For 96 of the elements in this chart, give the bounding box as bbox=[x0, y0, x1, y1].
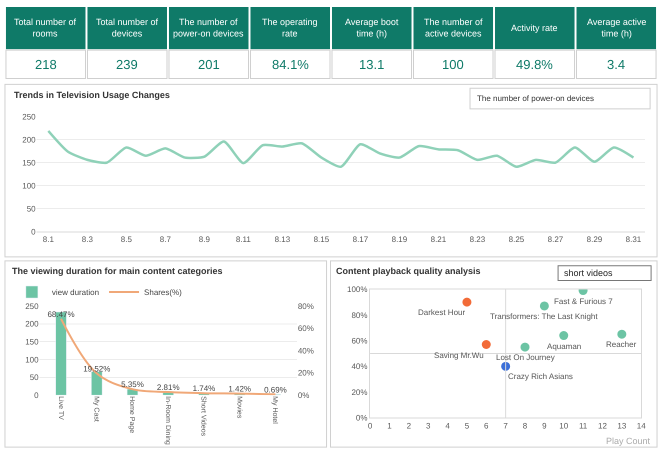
category-label: The number of power-on devices bbox=[173, 17, 244, 39]
annotation: Lost On Journey bbox=[496, 353, 555, 362]
y-tick-label: 20% bbox=[351, 388, 368, 397]
category-label: Total number of devices bbox=[96, 17, 159, 39]
y-tick-label: 60% bbox=[351, 336, 368, 346]
line-series bbox=[47, 130, 635, 168]
y-tick-label: 100% bbox=[347, 285, 368, 294]
text: 84.1% bbox=[272, 57, 309, 72]
x-tick-label: 8.13 bbox=[274, 235, 291, 244]
y-tick-label: 200 bbox=[25, 320, 40, 329]
category-label: Average active time (h) bbox=[587, 17, 646, 39]
x-tick-label: 8.27 bbox=[548, 235, 564, 244]
x-tick-label: 14 bbox=[636, 421, 646, 430]
x-tick-label: 10 bbox=[559, 421, 569, 430]
annotation: Fast & Furious 7 bbox=[554, 297, 614, 306]
x-tick-label: 8.11 bbox=[236, 235, 252, 244]
x-tick-label: 8.23 bbox=[470, 235, 486, 244]
text: The number of power-on devices bbox=[477, 94, 594, 103]
x-tick-label: 8 bbox=[522, 421, 528, 430]
point bbox=[482, 340, 491, 349]
x-tick-label: 5 bbox=[464, 421, 470, 430]
x-tick-label: 8.9 bbox=[198, 235, 210, 244]
point bbox=[617, 330, 626, 339]
y2-tick-label: 20% bbox=[298, 368, 314, 378]
chart-title: Trends in Television Usage Changes bbox=[14, 90, 170, 100]
y-tick-label: 100 bbox=[22, 181, 36, 190]
annotation: Transformers: The Last Knight bbox=[490, 312, 598, 321]
point bbox=[559, 331, 568, 340]
y-tick-label: 50 bbox=[30, 373, 40, 382]
y-tick-label: 80% bbox=[351, 310, 368, 320]
category-label: The number of active devices bbox=[424, 17, 484, 39]
data-label: 1.74% bbox=[192, 384, 216, 394]
y-tick-label: 150 bbox=[25, 337, 40, 346]
x-tick-label: 1 bbox=[387, 421, 392, 430]
y-tick-label: 40% bbox=[351, 362, 368, 372]
annotation: Darkest Hour bbox=[418, 308, 466, 317]
y-tick-label: 0 bbox=[31, 227, 36, 236]
data-label: 5.35% bbox=[121, 380, 144, 390]
text: 239 bbox=[116, 57, 138, 72]
y2-tick-label: 60% bbox=[298, 324, 314, 334]
y2-tick-label: 40% bbox=[298, 346, 314, 356]
data-label: 0.69% bbox=[264, 385, 287, 394]
category-label: The operating rate bbox=[262, 17, 318, 39]
x-tick-label: 6 bbox=[484, 421, 490, 430]
category-label: Average boot time (h) bbox=[345, 17, 399, 39]
x-tick-label: 8.25 bbox=[508, 235, 525, 244]
annotation: Saving Mr.Wu bbox=[434, 351, 484, 360]
x-tick-label: 11 bbox=[578, 421, 588, 430]
x-tick-label: 13 bbox=[617, 421, 627, 430]
y-tick-label: 100 bbox=[25, 355, 40, 364]
text: 3.4 bbox=[607, 57, 626, 72]
text: 49.8% bbox=[516, 57, 553, 72]
x-tick-label: 7 bbox=[503, 421, 508, 430]
annotation: Aquaman bbox=[547, 342, 582, 351]
y-tick-label: 50 bbox=[26, 204, 36, 214]
point bbox=[540, 301, 549, 310]
legend-label: Shares(%) bbox=[144, 288, 182, 298]
x-tick-label: 2 bbox=[406, 421, 412, 430]
x-tick-label: 8.19 bbox=[392, 235, 408, 244]
text: 201 bbox=[198, 57, 220, 72]
text: 218 bbox=[35, 57, 57, 72]
x-tick-label: 8.3 bbox=[82, 235, 94, 244]
annotation: Reacher bbox=[606, 340, 637, 349]
data-label: 2.81% bbox=[156, 383, 180, 392]
x-tick-label: 8.5 bbox=[120, 235, 132, 244]
x-tick-label: 8.29 bbox=[586, 235, 603, 244]
y-tick-label: 250 bbox=[22, 112, 36, 122]
point bbox=[462, 298, 472, 307]
category-label: Activity rate bbox=[511, 23, 558, 33]
text: short videos bbox=[564, 268, 614, 278]
y-tick-label: 150 bbox=[22, 158, 36, 168]
x-tick-label: 8.17 bbox=[352, 235, 369, 244]
x-axis-title: Play Count bbox=[606, 436, 651, 446]
x-tick-label: 12 bbox=[598, 421, 608, 430]
category-label: Total number of rooms bbox=[14, 17, 77, 39]
y-tick-label: 200 bbox=[22, 135, 36, 144]
data-label: 1.42% bbox=[228, 384, 252, 394]
chart-title: Content playback quality analysis bbox=[336, 266, 481, 276]
text: 100 bbox=[442, 57, 464, 72]
x-tick-label: 8.31 bbox=[626, 235, 642, 244]
x-tick-label: 8.21 bbox=[430, 235, 447, 244]
x-tick-label: 4 bbox=[445, 421, 450, 430]
y-tick-label: 0% bbox=[356, 414, 368, 423]
y2-tick-label: 80% bbox=[298, 302, 314, 311]
legend-label: view duration bbox=[52, 288, 100, 298]
point bbox=[520, 342, 530, 352]
x-tick-label: 8.15 bbox=[314, 235, 330, 244]
x-tick-label: 8.1 bbox=[42, 235, 54, 244]
x-tick-label: 8.7 bbox=[160, 235, 172, 244]
text: 13.1 bbox=[359, 57, 384, 72]
x-tick-label: 3 bbox=[426, 421, 431, 430]
y-tick-label: 250 bbox=[25, 302, 40, 311]
chart-title: The viewing duration for main content categories bbox=[12, 266, 223, 276]
annotation: Crazy Rich Asians bbox=[508, 372, 573, 381]
x-tick-label: 9 bbox=[542, 421, 548, 430]
y2-tick-label: 0% bbox=[298, 390, 310, 400]
